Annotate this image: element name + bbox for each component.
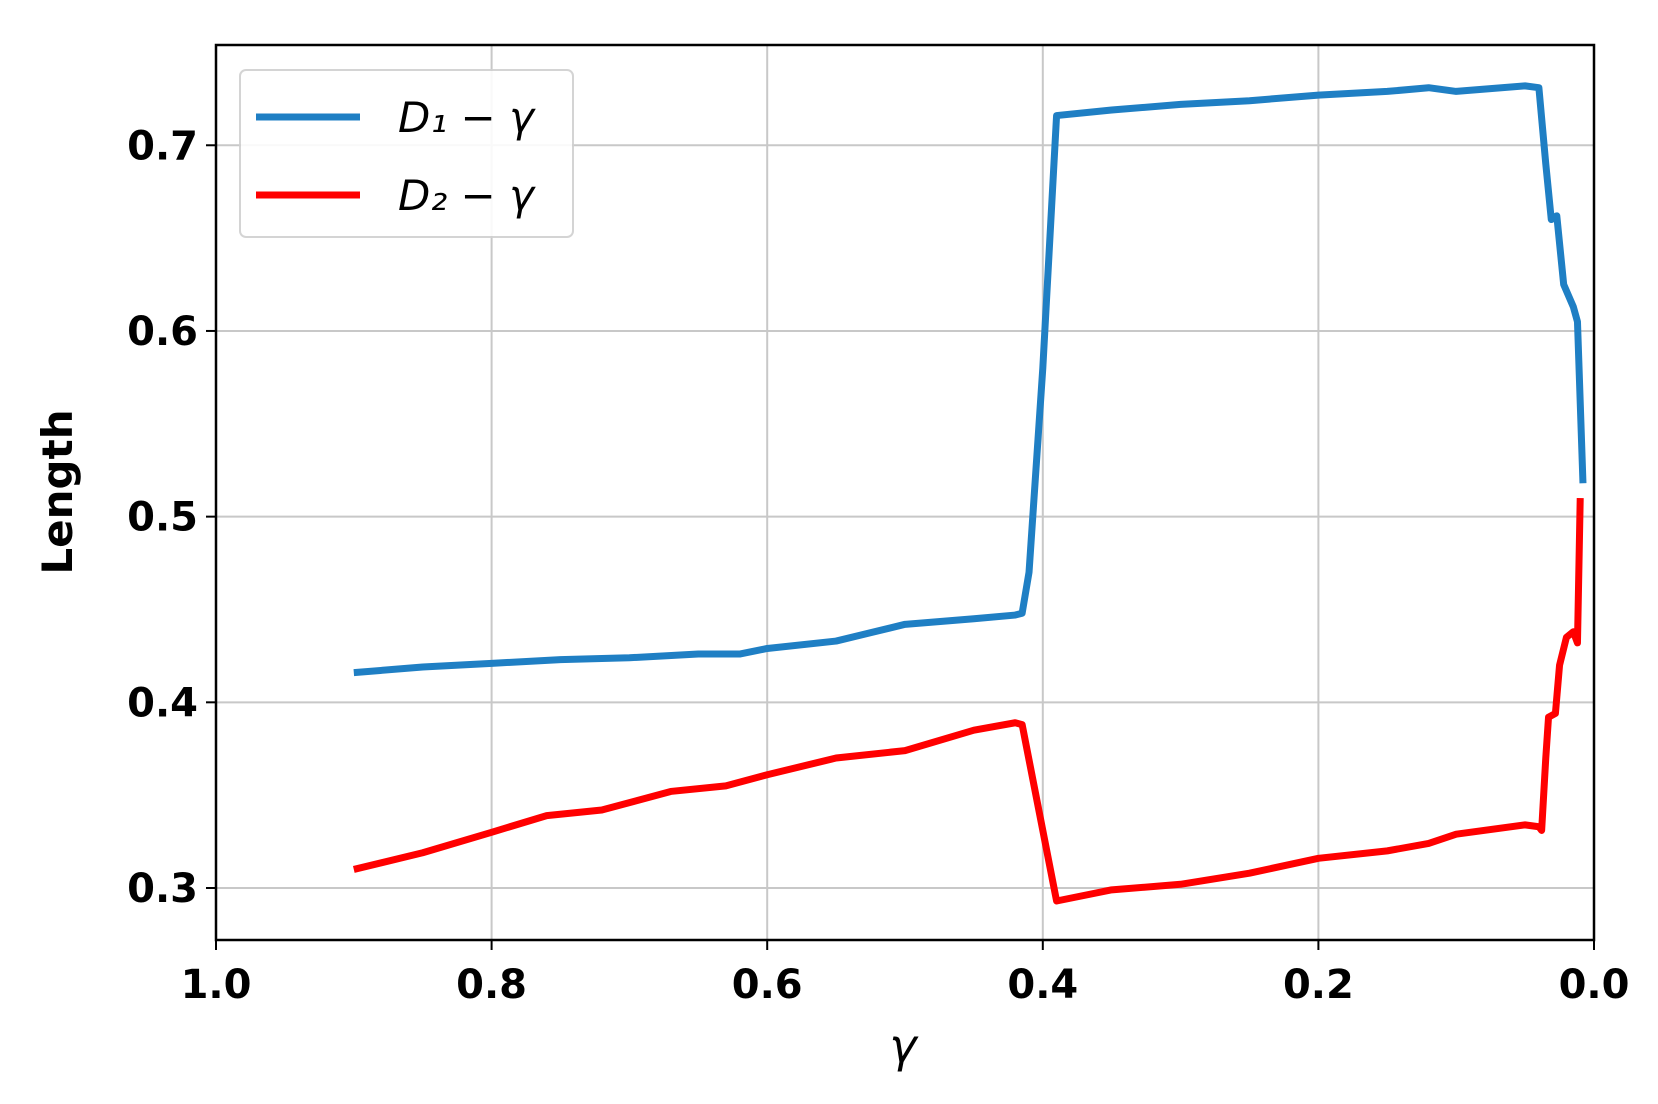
y-tick-label: 0.3 bbox=[127, 866, 198, 912]
x-axis-label: γ bbox=[889, 1019, 919, 1073]
y-tick-label: 0.7 bbox=[127, 123, 198, 169]
legend: D₁ − γ D₂ − γ bbox=[239, 69, 574, 238]
x-tick-label: 0.4 bbox=[1007, 962, 1078, 1008]
plot-frame bbox=[214, 43, 1596, 942]
y-tick-label: 0.4 bbox=[127, 680, 198, 726]
legend-label: D₂ − γ bbox=[398, 171, 536, 220]
y-axis-label: Length bbox=[33, 409, 82, 574]
line-series bbox=[352, 498, 1584, 905]
x-tick-label: 0.6 bbox=[732, 962, 803, 1008]
x-tick-label: 0.0 bbox=[1559, 962, 1630, 1008]
y-tick-label: 0.5 bbox=[127, 495, 198, 541]
x-tick-label: 0.8 bbox=[456, 962, 527, 1008]
x-tick-label: 0.2 bbox=[1283, 962, 1354, 1008]
legend-label: D₁ − γ bbox=[398, 93, 536, 142]
line-series bbox=[353, 82, 1587, 677]
y-tick-label: 0.6 bbox=[127, 309, 198, 355]
x-tick-label: 1.0 bbox=[181, 962, 252, 1008]
